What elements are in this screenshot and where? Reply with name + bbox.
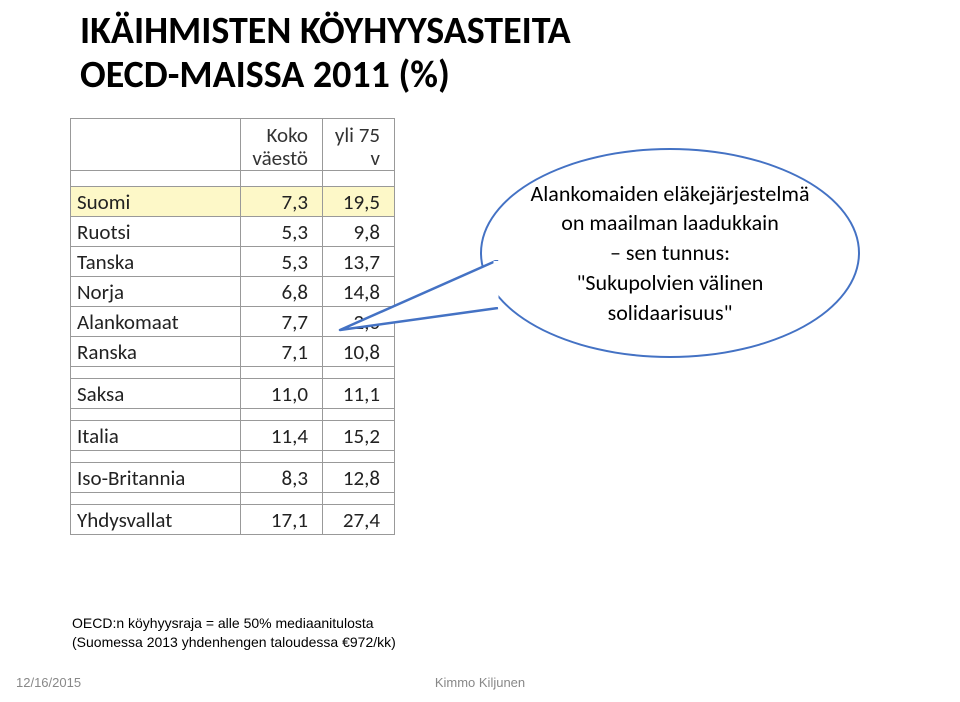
cell-country: Ranska bbox=[71, 337, 241, 367]
table-spacer-row bbox=[71, 171, 395, 187]
table-row: Iso-Britannia8,312,8 bbox=[71, 463, 395, 493]
cell-over75: 2,0 bbox=[323, 307, 395, 337]
cell-country: Yhdysvallat bbox=[71, 505, 241, 535]
table-row: Suomi7,319,5 bbox=[71, 187, 395, 217]
cell-country: Ruotsi bbox=[71, 217, 241, 247]
callout-text: Alankomaiden eläkejärjestelmä on maailma… bbox=[531, 179, 810, 327]
table-row: Saksa11,011,1 bbox=[71, 379, 395, 409]
cell-whole: 11,4 bbox=[241, 421, 323, 451]
title-line1: IKÄIHMISTEN KÖYHYYSASTEITA bbox=[80, 8, 571, 54]
cell-country: Suomi bbox=[71, 187, 241, 217]
cell-over75: 13,7 bbox=[323, 247, 395, 277]
cell-over75: 27,4 bbox=[323, 505, 395, 535]
table-gap-row bbox=[71, 409, 395, 421]
slide-title: IKÄIHMISTEN KÖYHYYSASTEITA OECD-MAISSA 2… bbox=[80, 10, 571, 97]
table-row: Tanska5,313,7 bbox=[71, 247, 395, 277]
cell-over75: 12,8 bbox=[323, 463, 395, 493]
cell-country: Saksa bbox=[71, 379, 241, 409]
cell-over75: 19,5 bbox=[323, 187, 395, 217]
poverty-table: Koko väestö yli 75 v Suomi7,319,5Ruotsi5… bbox=[70, 118, 395, 535]
cell-country: Tanska bbox=[71, 247, 241, 277]
cell-whole: 7,7 bbox=[241, 307, 323, 337]
header-blank bbox=[71, 119, 241, 171]
footer-author: Kimmo Kiljunen bbox=[0, 675, 960, 690]
title-line2: OECD-MAISSA 2011 (%) bbox=[80, 52, 450, 98]
cell-whole: 5,3 bbox=[241, 217, 323, 247]
table-row: Alankomaat7,72,0 bbox=[71, 307, 395, 337]
cell-whole: 7,1 bbox=[241, 337, 323, 367]
table-row: Yhdysvallat17,127,4 bbox=[71, 505, 395, 535]
table-gap-row bbox=[71, 493, 395, 505]
cell-country: Alankomaat bbox=[71, 307, 241, 337]
table-header-row: Koko väestö yli 75 v bbox=[71, 119, 395, 171]
header-over75: yli 75 v bbox=[323, 119, 395, 171]
cell-whole: 17,1 bbox=[241, 505, 323, 535]
cell-over75: 10,8 bbox=[323, 337, 395, 367]
callout-bubble: Alankomaiden eläkejärjestelmä on maailma… bbox=[480, 148, 860, 358]
table-row: Ranska7,110,8 bbox=[71, 337, 395, 367]
cell-country: Italia bbox=[71, 421, 241, 451]
cell-over75: 14,8 bbox=[323, 277, 395, 307]
footnote: OECD:n köyhyysraja = alle 50% mediaanitu… bbox=[72, 614, 396, 652]
cell-country: Iso-Britannia bbox=[71, 463, 241, 493]
cell-over75: 9,8 bbox=[323, 217, 395, 247]
table-row: Italia11,415,2 bbox=[71, 421, 395, 451]
cell-country: Norja bbox=[71, 277, 241, 307]
footnote-line2: (Suomessa 2013 yhdenhengen taloudessa €9… bbox=[72, 634, 396, 650]
table-row: Norja6,814,8 bbox=[71, 277, 395, 307]
table-row: Ruotsi5,39,8 bbox=[71, 217, 395, 247]
table-gap-row bbox=[71, 367, 395, 379]
cell-over75: 15,2 bbox=[323, 421, 395, 451]
cell-whole: 11,0 bbox=[241, 379, 323, 409]
cell-over75: 11,1 bbox=[323, 379, 395, 409]
footnote-line1: OECD:n köyhyysraja = alle 50% mediaanitu… bbox=[72, 615, 374, 631]
cell-whole: 5,3 bbox=[241, 247, 323, 277]
cell-whole: 7,3 bbox=[241, 187, 323, 217]
table-gap-row bbox=[71, 451, 395, 463]
cell-whole: 6,8 bbox=[241, 277, 323, 307]
header-whole-pop: Koko väestö bbox=[241, 119, 323, 171]
cell-whole: 8,3 bbox=[241, 463, 323, 493]
